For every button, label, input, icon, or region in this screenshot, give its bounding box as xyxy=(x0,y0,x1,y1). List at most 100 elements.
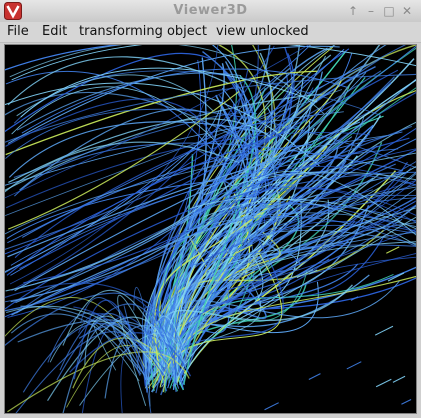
streamline xyxy=(190,244,416,266)
streamline xyxy=(173,80,342,367)
title-bar[interactable]: Viewer3D ↑ – □ ✕ xyxy=(0,0,421,23)
streamline xyxy=(22,72,367,288)
streamline xyxy=(296,269,314,279)
streamline xyxy=(231,221,416,255)
window-title: Viewer3D xyxy=(173,3,248,18)
streamline xyxy=(5,82,392,312)
streamline xyxy=(8,121,269,178)
streamline xyxy=(193,204,416,318)
streamline xyxy=(242,166,416,273)
streamline xyxy=(165,78,416,375)
streamline xyxy=(69,332,192,377)
streamline xyxy=(183,170,397,374)
streamline xyxy=(177,255,264,378)
streamline xyxy=(73,299,140,380)
streamline xyxy=(10,131,403,266)
streamline xyxy=(237,216,416,325)
streamline xyxy=(14,142,404,197)
streamline xyxy=(148,316,170,407)
streamline xyxy=(20,67,318,118)
streamline xyxy=(148,229,385,359)
menu-bar: File Edit transforming object view unloc… xyxy=(0,22,421,43)
streamline xyxy=(5,71,227,168)
streamline xyxy=(387,272,405,282)
streamline xyxy=(80,297,154,374)
streamline xyxy=(401,398,412,405)
streamline xyxy=(5,45,310,199)
streamline xyxy=(5,98,225,162)
streamline xyxy=(56,303,170,381)
keep-above-icon[interactable]: ↑ xyxy=(347,4,359,18)
streamline xyxy=(19,69,399,270)
streamline xyxy=(7,91,240,230)
streamline xyxy=(151,315,188,363)
menu-edit[interactable]: Edit xyxy=(42,24,68,39)
streamline xyxy=(308,373,321,380)
streamline xyxy=(241,194,416,216)
streamline xyxy=(157,235,385,384)
streamline xyxy=(5,135,388,235)
streamline xyxy=(234,187,416,223)
streamline xyxy=(16,72,242,131)
streamline xyxy=(19,108,208,191)
streamline xyxy=(5,135,235,255)
minimize-icon[interactable]: – xyxy=(368,4,374,18)
streamline xyxy=(152,45,271,375)
streamline xyxy=(346,361,362,370)
streamline xyxy=(7,64,366,244)
streamline xyxy=(151,45,407,357)
streamline xyxy=(236,244,253,254)
streamline xyxy=(78,323,169,372)
streamline xyxy=(21,68,348,134)
streamline xyxy=(117,294,156,406)
streamline xyxy=(231,184,416,252)
streamline xyxy=(228,165,416,194)
streamline xyxy=(5,282,179,377)
streamline-render xyxy=(5,45,416,413)
streamline xyxy=(187,171,416,291)
streamline xyxy=(241,271,256,279)
streamline xyxy=(7,150,311,258)
3d-viewport-canvas[interactable] xyxy=(4,44,417,414)
streamline xyxy=(179,201,302,384)
streamline xyxy=(14,121,361,292)
streamline xyxy=(5,137,410,310)
streamline xyxy=(84,315,165,375)
streamline xyxy=(17,319,186,365)
streamline xyxy=(309,269,318,275)
menu-view-unlocked[interactable]: view unlocked xyxy=(216,24,309,39)
streamline xyxy=(154,145,328,371)
streamline xyxy=(386,246,400,254)
streamline xyxy=(5,82,320,167)
app-logo-icon xyxy=(4,2,22,20)
streamline xyxy=(5,93,322,191)
streamline xyxy=(374,325,394,336)
streamline xyxy=(234,202,416,232)
maximize-icon[interactable]: □ xyxy=(383,4,395,18)
streamline xyxy=(145,277,416,375)
streamline xyxy=(14,112,287,259)
streamline xyxy=(392,375,406,383)
streamline xyxy=(112,320,146,376)
streamline xyxy=(5,292,184,348)
streamline xyxy=(243,161,416,258)
streamline xyxy=(11,45,275,291)
streamline xyxy=(220,148,416,210)
menu-transforming-object[interactable]: transforming object xyxy=(79,24,208,39)
menu-file[interactable]: File xyxy=(7,24,29,39)
streamline xyxy=(172,233,208,364)
streamline xyxy=(195,186,416,216)
streamline xyxy=(163,284,353,357)
streamline xyxy=(350,296,359,301)
streamline xyxy=(264,402,279,411)
streamline xyxy=(16,125,413,314)
streamline xyxy=(5,131,371,209)
streamline xyxy=(66,345,165,408)
streamline xyxy=(203,171,416,196)
streamline xyxy=(5,111,344,186)
streamline xyxy=(5,70,382,250)
streamline xyxy=(5,45,121,71)
close-icon[interactable]: ✕ xyxy=(401,4,413,18)
streamline xyxy=(167,239,284,365)
streamline xyxy=(11,86,222,148)
